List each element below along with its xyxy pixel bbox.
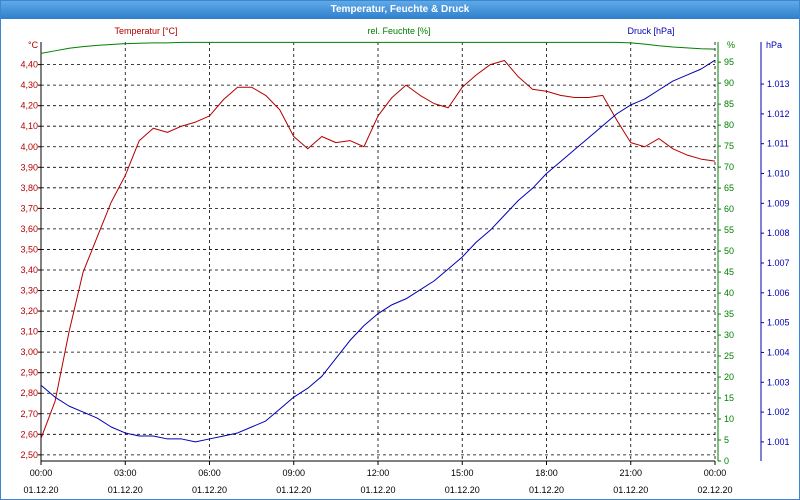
x-tick-date-label: 01.12.20 [445, 485, 480, 495]
pressure-tick-label: 1.009 [767, 198, 790, 208]
humidity-tick-label: 90 [724, 78, 734, 88]
pressure-tick-label: 1.011 [767, 139, 789, 149]
humidity-tick-label: 15 [724, 393, 734, 403]
temperature-tick-label: 3,70 [20, 203, 38, 213]
temperature-tick-label: 2,90 [20, 368, 38, 378]
humidity-tick-label: 0 [724, 456, 729, 466]
pressure-tick-label: 1.006 [767, 288, 790, 298]
x-tick-time-label: 09:00 [282, 468, 305, 478]
pressure-tick-label: 1.003 [767, 377, 790, 387]
humidity-tick-label: 65 [724, 183, 734, 193]
x-tick-time-label: 06:00 [198, 468, 221, 478]
pressure-tick-label: 1.008 [767, 228, 790, 238]
temperature-unit-label: °C [28, 40, 39, 50]
humidity-tick-label: 55 [724, 225, 734, 235]
x-tick-date-label: 01.12.20 [23, 485, 58, 495]
humidity-tick-label: 85 [724, 99, 734, 109]
humidity-tick-label: 70 [724, 162, 734, 172]
humidity-tick-label: 20 [724, 372, 734, 382]
temperature-tick-label: 2,70 [20, 409, 38, 419]
x-tick-time-label: 00:00 [704, 468, 727, 478]
humidity-tick-label: 45 [724, 267, 734, 277]
series-layer [40, 41, 716, 443]
temperature-tick-label: 2,60 [20, 429, 38, 439]
pressure-line [40, 59, 716, 443]
x-tick-time-label: 00:00 [30, 468, 53, 478]
temperature-tick-label: 3,30 [20, 286, 38, 296]
temperature-tick-label: 3,40 [20, 265, 38, 275]
pressure-tick-label: 1.002 [767, 407, 790, 417]
humidity-tick-label: 10 [724, 414, 734, 424]
humidity-tick-label: 40 [724, 288, 734, 298]
humidity-unit-label: % [727, 40, 735, 50]
pressure-tick-label: 1.001 [767, 437, 790, 447]
humidity-tick-label: 30 [724, 330, 734, 340]
pressure-tick-label: 1.005 [767, 318, 790, 328]
pressure-tick-label: 1.010 [767, 169, 790, 179]
temperature-line [40, 59, 716, 439]
humidity-tick-label: 80 [724, 120, 734, 130]
humidity-line [40, 41, 716, 54]
humidity-tick-label: 50 [724, 246, 734, 256]
pressure-tick-label: 1.013 [767, 79, 790, 89]
x-tick-date-label: 01.12.20 [360, 485, 395, 495]
pressure-tick-label: 1.007 [767, 258, 790, 268]
x-tick-date-label: 02.12.20 [697, 485, 732, 495]
window-title: Temperatur, Feuchte & Druck [1, 1, 799, 19]
temperature-tick-label: 3,10 [20, 327, 38, 337]
x-tick-time-label: 15:00 [451, 468, 474, 478]
pressure-tick-label: 1.012 [767, 109, 790, 119]
temperature-tick-label: 4,40 [20, 60, 38, 70]
x-tick-date-label: 01.12.20 [276, 485, 311, 495]
temperature-tick-label: 3,50 [20, 244, 38, 254]
humidity-tick-label: 60 [724, 204, 734, 214]
temperature-tick-label: 4,00 [20, 142, 38, 152]
x-tick-time-label: 21:00 [619, 468, 642, 478]
x-tick-time-label: 03:00 [114, 468, 137, 478]
temperature-tick-label: 2,50 [20, 450, 38, 460]
temperature-tick-label: 2,80 [20, 388, 38, 398]
x-tick-date-label: 01.12.20 [529, 485, 564, 495]
x-tick-date-label: 01.12.20 [108, 485, 143, 495]
temperature-tick-label: 3,80 [20, 183, 38, 193]
temperature-tick-label: 4,30 [20, 80, 38, 90]
humidity-tick-label: 75 [724, 141, 734, 151]
x-tick-time-label: 18:00 [535, 468, 558, 478]
pressure-tick-label: 1.004 [767, 347, 790, 357]
grid-layer [41, 42, 716, 461]
temperature-tick-label: 3,20 [20, 306, 38, 316]
humidity-series-label: rel. Feuchte [%] [367, 26, 430, 36]
axis-layer [38, 42, 764, 465]
humidity-tick-label: 25 [724, 351, 734, 361]
temperature-tick-label: 3,90 [20, 162, 38, 172]
temperature-tick-label: 4,10 [20, 121, 38, 131]
temperature-tick-label: 3,00 [20, 347, 38, 357]
temperature-tick-label: 4,20 [20, 101, 38, 111]
temperature-series-label: Temperatur [°C] [114, 26, 177, 36]
humidity-tick-label: 95 [724, 57, 734, 67]
x-tick-date-label: 01.12.20 [192, 485, 227, 495]
humidity-tick-label: 35 [724, 309, 734, 319]
label-layer: 00:00 01.12.20 03:00 01.12.20 06:00 01.12.20 0… [20, 26, 789, 495]
x-tick-date-label: 01.12.20 [613, 485, 648, 495]
pressure-unit-label: hPa [766, 40, 782, 50]
temperature-tick-label: 3,60 [20, 224, 38, 234]
pressure-series-label: Druck [hPa] [627, 26, 674, 36]
humidity-tick-label: 5 [724, 435, 729, 445]
x-tick-time-label: 12:00 [367, 468, 390, 478]
